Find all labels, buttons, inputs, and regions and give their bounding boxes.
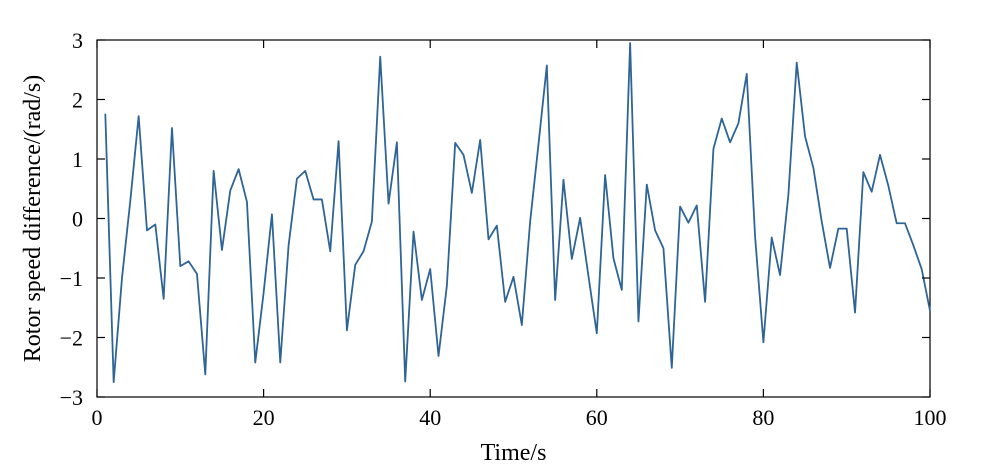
y-tick-label: −1 <box>60 266 83 291</box>
x-tick-label: 60 <box>586 405 608 430</box>
y-axis: −3 −2 −1 0 1 2 3 <box>60 28 930 410</box>
y-tick-label: 0 <box>72 207 83 232</box>
y-tick-label: 2 <box>72 88 83 113</box>
plot-frame <box>96 39 931 398</box>
plot-area <box>96 39 931 398</box>
x-tick-label: 0 <box>92 405 103 430</box>
x-tick-label: 100 <box>914 405 947 430</box>
x-tick-label: 20 <box>253 405 275 430</box>
y-axis-label: Rotor speed difference/(rad/s) <box>20 75 46 362</box>
y-tick-label: −2 <box>60 326 83 351</box>
x-tick-label: 80 <box>752 405 774 430</box>
x-tick-label: 40 <box>419 405 441 430</box>
y-tick-label: 3 <box>72 28 83 53</box>
series-line-rotor-speed-difference <box>104 42 931 384</box>
y-tick-label: 1 <box>72 147 83 172</box>
x-axis: 0 20 40 60 80 100 <box>92 40 947 430</box>
x-axis-label: Time/s <box>481 440 547 466</box>
y-tick-label: −3 <box>60 385 83 410</box>
